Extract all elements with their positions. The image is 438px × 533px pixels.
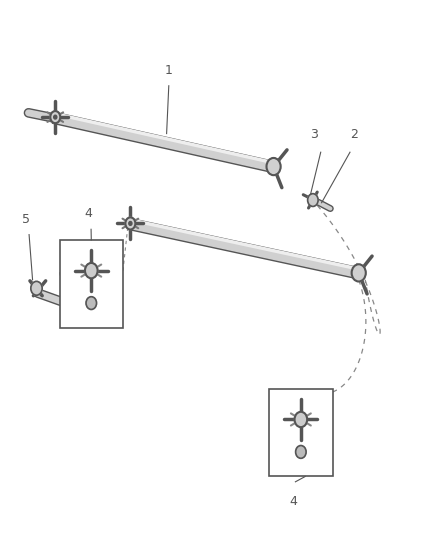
- Text: 3: 3: [310, 127, 318, 141]
- Text: 2: 2: [350, 127, 358, 141]
- Circle shape: [307, 193, 318, 206]
- Circle shape: [295, 412, 307, 427]
- Circle shape: [86, 297, 96, 310]
- Text: 4: 4: [84, 207, 92, 220]
- Circle shape: [54, 115, 57, 119]
- Text: 4: 4: [289, 495, 297, 508]
- Bar: [269, 389, 332, 477]
- Bar: [60, 240, 123, 328]
- Circle shape: [352, 264, 366, 281]
- Circle shape: [125, 217, 135, 230]
- Circle shape: [129, 222, 132, 225]
- Circle shape: [266, 158, 281, 175]
- Circle shape: [296, 446, 306, 458]
- Circle shape: [31, 281, 42, 295]
- Text: 5: 5: [21, 213, 30, 225]
- Text: 1: 1: [165, 64, 173, 77]
- Circle shape: [85, 263, 98, 278]
- Circle shape: [50, 111, 60, 123]
